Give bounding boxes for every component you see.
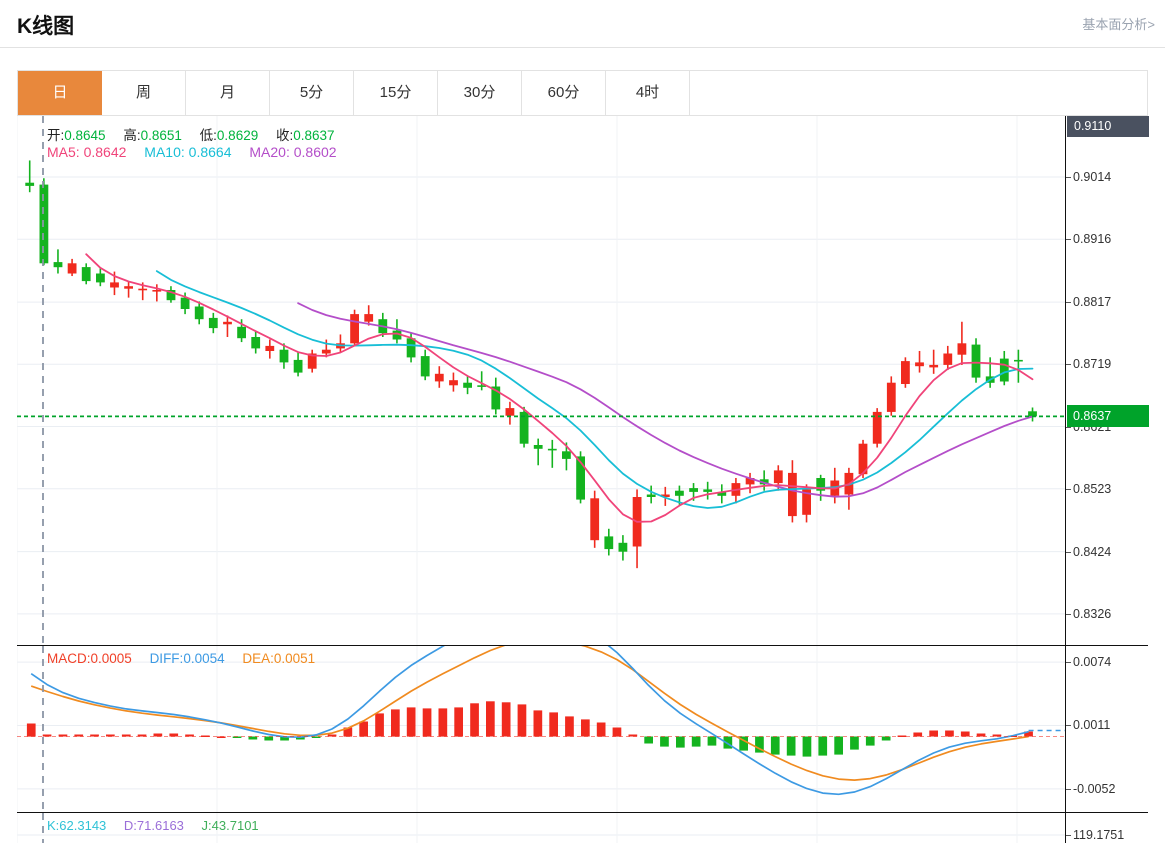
kdj-axis-tick — [1066, 835, 1071, 836]
kdj-axis: 119.1751 — [1065, 813, 1148, 843]
macd-label: MACD: — [47, 651, 91, 666]
diff-label: DIFF: — [149, 651, 184, 666]
price-axis-label: 0.8523 — [1073, 481, 1112, 496]
price-axis-label: 0.9014 — [1073, 169, 1112, 184]
tab-week[interactable]: 周 — [102, 71, 186, 115]
price-axis-label: 0.8424 — [1073, 544, 1112, 559]
price-axis-tick — [1066, 364, 1071, 366]
d-label: D: — [123, 818, 137, 833]
price-plot[interactable] — [17, 116, 1065, 645]
tab-5min[interactable]: 5分 — [270, 71, 354, 115]
tab-4hour[interactable]: 4时 — [606, 71, 690, 115]
tab-month[interactable]: 月 — [186, 71, 270, 115]
kdj-legend: K:62.3143 D:71.6163 J:43.7101 — [47, 818, 273, 833]
price-axis: 0.9110 0.90140.89160.88170.87190.86210.8… — [1065, 116, 1149, 645]
chart-frame: 开:0.8645 高:0.8651 低:0.8629 收:0.8637 MA5:… — [17, 116, 1149, 843]
timeframe-tabbar: 日 周 月 5分 15分 30分 60分 4时 — [17, 70, 1148, 116]
macd-plot[interactable] — [17, 646, 1065, 812]
tabbar-filler — [690, 71, 1147, 115]
page-header: K线图 基本面分析> — [0, 0, 1165, 48]
price-axis-label: 0.8719 — [1073, 357, 1112, 372]
macd-axis-tick — [1066, 725, 1071, 727]
macd-axis-tick — [1066, 788, 1071, 790]
current-price-tag: 0.8637 — [1067, 405, 1149, 428]
tab-60min[interactable]: 60分 — [522, 71, 606, 115]
macd-axis: 0.0074 0.0011 -0.0052 — [1065, 646, 1148, 812]
d-value: 71.6163 — [136, 818, 184, 833]
diff-value: 0.0054 — [183, 651, 225, 666]
dea-label: DEA: — [242, 651, 274, 666]
ma-legend: MA5: 0.8642 MA10: 0.8664 MA20: 0.8602 — [47, 144, 351, 160]
macd-axis-label: -0.0052 — [1073, 781, 1116, 796]
k-label: K: — [47, 818, 60, 833]
tab-30min[interactable]: 30分 — [438, 71, 522, 115]
ma10-label: MA10: — [144, 144, 185, 160]
open-label: 开: — [47, 128, 65, 143]
tab-day[interactable]: 日 — [18, 71, 102, 115]
macd-axis-tick — [1066, 662, 1071, 664]
close-label: 收: — [275, 128, 294, 143]
macd-legend: MACD:0.0005 DIFF:0.0054 DEA:0.0051 — [47, 651, 329, 666]
high-value: 0.8651 — [140, 128, 182, 143]
tab-15min[interactable]: 15分 — [354, 71, 438, 115]
price-axis-tick — [1066, 239, 1071, 241]
ma5-label: MA5: — [47, 144, 80, 160]
page-title: K线图 — [17, 15, 75, 38]
ma20-label: MA20: — [249, 144, 290, 160]
macd-canvas[interactable] — [17, 646, 1065, 812]
low-value: 0.8629 — [216, 128, 259, 143]
j-label: J: — [201, 818, 212, 833]
close-value: 0.8637 — [293, 128, 335, 143]
kdj-axis-label: 119.1751 — [1073, 828, 1125, 842]
price-axis-top-value: 0.9110 — [1067, 116, 1149, 137]
price-axis-label: 0.8916 — [1073, 232, 1112, 247]
price-axis-label: 0.8326 — [1073, 606, 1112, 621]
fundamental-analysis-link[interactable]: 基本面分析> — [1082, 17, 1155, 32]
price-axis-tick — [1066, 613, 1071, 615]
dea-value: 0.0051 — [273, 651, 316, 666]
price-axis-tick — [1066, 302, 1071, 304]
ma5-value: 0.8642 — [83, 144, 127, 160]
candlestick-canvas[interactable] — [17, 116, 1065, 645]
ma20-value: 0.8602 — [293, 144, 337, 160]
macd-axis-label: 0.0074 — [1073, 655, 1112, 670]
j-value: 43.7101 — [211, 818, 259, 833]
kdj-canvas[interactable] — [17, 813, 1065, 843]
price-axis-tick — [1066, 488, 1071, 490]
macd-axis-label: 0.0011 — [1073, 718, 1111, 733]
kdj-plot[interactable] — [17, 813, 1065, 843]
kdj-panel[interactable]: K:62.3143 D:71.6163 J:43.7101 119.1751 — [17, 812, 1148, 843]
low-label: 低: — [199, 128, 217, 143]
high-label: 高: — [123, 128, 141, 143]
ohlc-legend: 开:0.8645 高:0.8651 低:0.8629 收:0.8637 — [47, 124, 349, 144]
open-value: 0.8645 — [64, 128, 106, 143]
macd-panel[interactable]: MACD:0.0005 DIFF:0.0054 DEA:0.0051 0.007… — [17, 645, 1148, 812]
price-panel[interactable]: 开:0.8645 高:0.8651 低:0.8629 收:0.8637 MA5:… — [17, 116, 1149, 645]
macd-value: 0.0005 — [90, 651, 132, 666]
price-axis-tick — [1066, 176, 1071, 178]
price-axis-label: 0.8817 — [1073, 295, 1112, 310]
ma10-value: 0.8664 — [188, 144, 232, 160]
price-axis-tick — [1066, 551, 1071, 553]
k-value: 62.3143 — [59, 818, 107, 833]
